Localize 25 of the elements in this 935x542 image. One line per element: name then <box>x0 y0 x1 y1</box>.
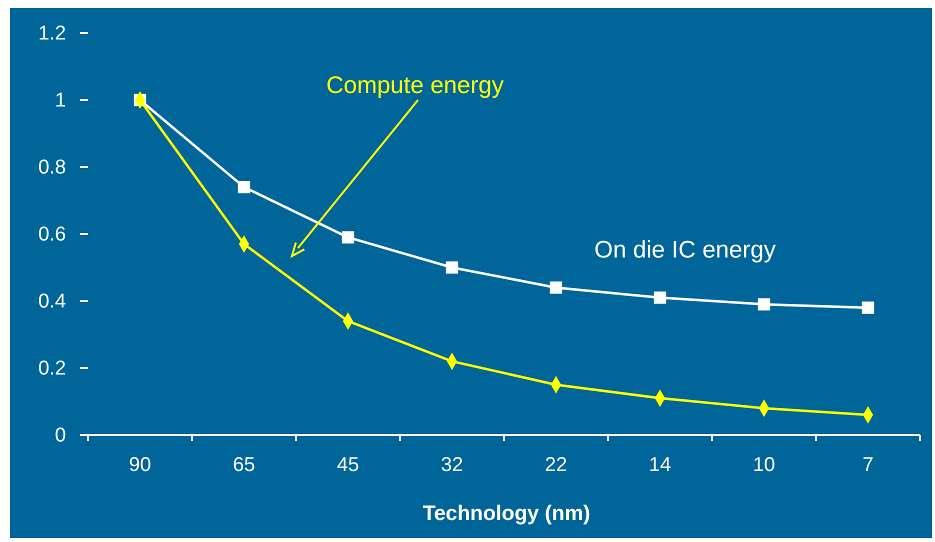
x-tick-label: 32 <box>440 454 464 476</box>
point <box>446 261 458 274</box>
point <box>342 231 354 244</box>
x-axis-title: Technology (nm) <box>422 502 590 525</box>
y-tick-label: 1 <box>54 89 66 112</box>
series-label: On die IC energy <box>594 236 776 264</box>
x-tick-label: 65 <box>232 454 256 476</box>
x-tick-label: 14 <box>648 454 672 476</box>
point <box>758 298 770 310</box>
y-tick-label: 0.8 <box>38 156 66 178</box>
x-tick-label: 7 <box>862 454 874 476</box>
point <box>238 180 250 194</box>
y-tick-label: 0.6 <box>38 223 66 246</box>
x-tick-label: 10 <box>752 454 776 476</box>
x-tick-label: 22 <box>544 454 568 476</box>
x-tick-label: 45 <box>336 454 360 476</box>
text: Compute energy <box>326 72 504 99</box>
y-tick-label: 0.4 <box>38 290 66 312</box>
y-tick-label: 0 <box>54 424 66 446</box>
x-tick-label: 90 <box>128 454 152 476</box>
y-tick-label: 1.2 <box>38 22 66 44</box>
y-tick-label: 0.2 <box>38 357 66 380</box>
point <box>550 281 562 294</box>
point <box>862 302 874 314</box>
point <box>654 292 666 304</box>
